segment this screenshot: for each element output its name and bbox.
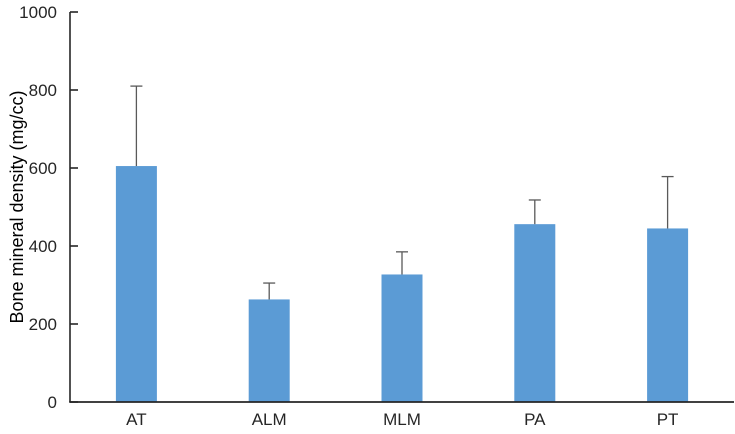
bar-pt <box>647 228 689 402</box>
bar-mlm <box>381 274 423 402</box>
y-tick-label-600: 600 <box>29 159 57 178</box>
x-category-label-pa: PA <box>524 410 546 429</box>
y-axis-title: Bone mineral density (mg/cc) <box>7 90 27 323</box>
bar-pa <box>514 224 556 402</box>
x-category-label-mlm: MLM <box>383 410 421 429</box>
error-bars-layer <box>130 85 674 300</box>
y-tick-label-800: 800 <box>29 81 57 100</box>
labels-layer: AT ALM MLM PA PT 0 200 400 600 800 1000 <box>19 3 678 429</box>
x-category-label-alm: ALM <box>252 410 287 429</box>
x-category-label-pt: PT <box>657 410 679 429</box>
y-tick-label-1000: 1000 <box>19 3 57 22</box>
y-tick-label-200: 200 <box>29 315 57 334</box>
y-tick-label-0: 0 <box>48 393 57 412</box>
bar-at <box>115 166 157 402</box>
x-category-label-at: AT <box>126 410 146 429</box>
axes-layer <box>69 11 734 403</box>
y-tick-label-400: 400 <box>29 237 57 256</box>
bars-layer <box>115 166 689 402</box>
bar-alm <box>248 299 290 402</box>
